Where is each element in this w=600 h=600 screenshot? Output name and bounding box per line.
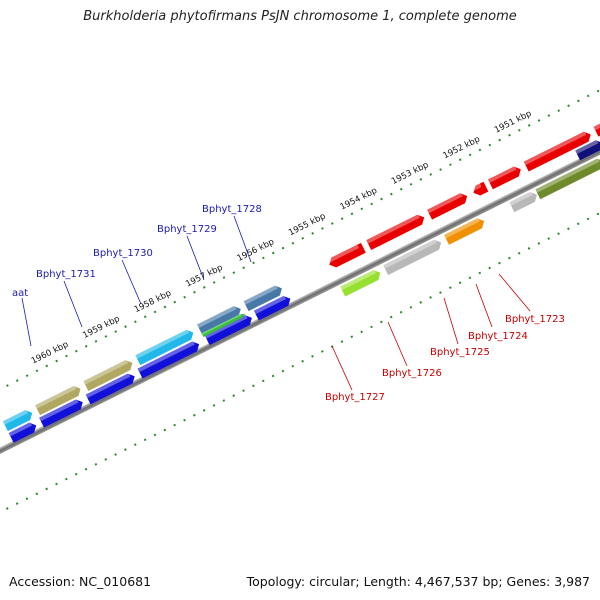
callout-line <box>498 273 531 312</box>
ruler-top-dashes <box>0 72 600 432</box>
gene-label[interactable]: Bphyt_1724 <box>468 331 528 342</box>
accession-text: Accession: NC_010681 <box>9 574 152 589</box>
gene-arrow[interactable] <box>243 283 285 312</box>
ruler-bottom-dashes <box>0 170 600 530</box>
gene-arrow[interactable] <box>593 113 600 137</box>
gene-label[interactable]: Bphyt_1728 <box>202 204 262 215</box>
callout-line <box>63 280 83 328</box>
gene-arrow[interactable] <box>35 384 83 416</box>
gene-arrow[interactable] <box>85 371 137 405</box>
ruler-kbp-label: 1959 kbp <box>81 314 121 341</box>
ruler-kbp-label: 1952 kbp <box>441 134 481 161</box>
callout-line <box>186 235 205 281</box>
gene-arrow[interactable] <box>204 313 255 346</box>
gene-arrow[interactable] <box>135 328 195 366</box>
callout-line <box>21 297 32 347</box>
ruler-kbp-label: 1960 kbp <box>30 340 70 367</box>
callout-line <box>233 215 252 263</box>
callout-line <box>387 321 408 367</box>
gene-label[interactable]: Bphyt_1730 <box>93 248 153 259</box>
gene-arrow[interactable] <box>575 138 600 161</box>
ruler-kbp-label: 1954 kbp <box>339 186 379 213</box>
gene-arrow[interactable] <box>253 294 293 321</box>
gene-arrow[interactable] <box>427 191 469 220</box>
gene-arrow[interactable] <box>137 339 202 379</box>
callout-line <box>331 345 353 391</box>
callout-line <box>475 283 493 328</box>
gene-arrow[interactable] <box>340 268 382 297</box>
gene-arrow[interactable] <box>523 129 593 172</box>
callout-line <box>443 297 459 345</box>
ruler-kbp-label: 1958 kbp <box>133 288 173 315</box>
gene-arrow[interactable] <box>366 212 426 250</box>
gene-label[interactable]: Bphyt_1729 <box>157 224 217 235</box>
gene-arrow[interactable] <box>535 156 600 200</box>
gene-arrow[interactable] <box>83 358 134 391</box>
gene-arrow[interactable] <box>8 420 39 443</box>
gene-arrow[interactable] <box>383 238 443 276</box>
gene-arrow[interactable] <box>444 216 486 245</box>
gene-arrow[interactable] <box>487 164 523 190</box>
gene-label[interactable]: Bphyt_1726 <box>382 368 442 379</box>
ruler-kbp-label: 1955 kbp <box>287 211 327 238</box>
gene-arrow[interactable] <box>470 181 489 198</box>
ruler-kbp-label: 1951 kbp <box>493 109 533 136</box>
chromosome-backbone <box>0 119 600 483</box>
genome-summary: Topology: circular; Length: 4,467,537 bp… <box>246 574 590 589</box>
gene-label[interactable]: Bphyt_1731 <box>36 269 96 280</box>
gene-arrow[interactable] <box>326 242 366 270</box>
callout-line <box>121 259 142 305</box>
gene-label[interactable]: Bphyt_1727 <box>325 392 385 403</box>
ruler-kbp-label: 1953 kbp <box>390 160 430 187</box>
map-title: Burkholderia phytofirmans PsJN chromosom… <box>83 9 517 24</box>
gene-label[interactable]: aat <box>12 288 28 299</box>
gene-arrow[interactable] <box>39 397 85 428</box>
gene-label[interactable]: Bphyt_1725 <box>430 347 490 358</box>
gene-arrow[interactable] <box>197 304 243 335</box>
ruler-kbp-label: 1957 kbp <box>184 263 224 290</box>
gene-arrow[interactable] <box>2 408 35 432</box>
gene-arrow[interactable] <box>509 190 539 213</box>
ruler-kbp-label: 1956 kbp <box>236 237 276 264</box>
gene-arrow[interactable] <box>201 312 247 338</box>
gene-label[interactable]: Bphyt_1723 <box>505 314 565 325</box>
